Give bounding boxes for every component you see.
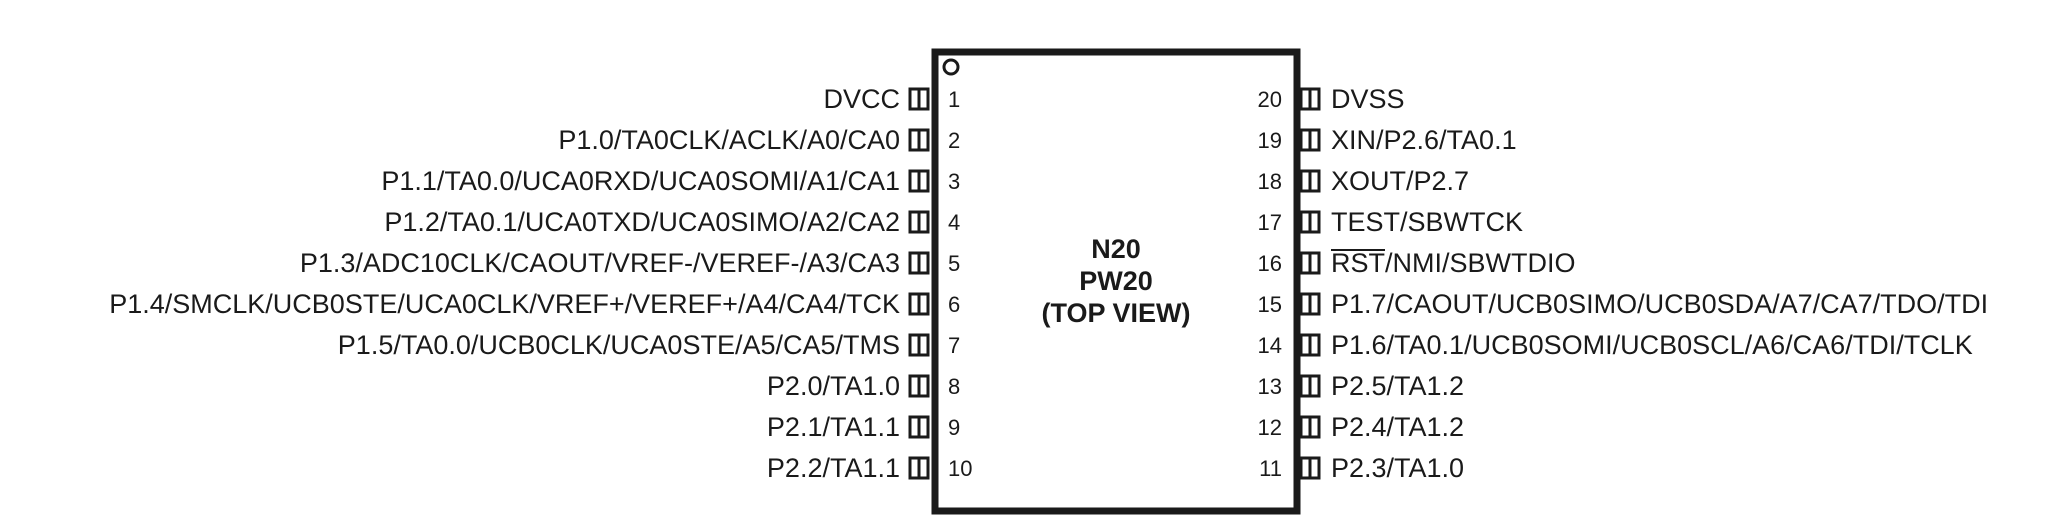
title-line-2: PW20 bbox=[1079, 266, 1153, 296]
pin-name-rest: /NMI/SBWTDIO bbox=[1385, 248, 1576, 278]
pin-number: 3 bbox=[948, 169, 960, 194]
pin-name: P2.1/TA1.1 bbox=[767, 412, 900, 442]
pin-number: 5 bbox=[948, 251, 960, 276]
pin-pad-icon bbox=[908, 415, 930, 439]
package-title: N20 PW20 (TOP VIEW) bbox=[1041, 234, 1190, 328]
pin-name: P2.0/TA1.0 bbox=[767, 371, 900, 401]
pin-row: 13 P2.5/TA1.2 bbox=[1258, 371, 1465, 401]
pin-row: 16 RST/NMI/SBWTDIO bbox=[1258, 248, 1576, 278]
pin-name: P1.4/SMCLK/UCB0STE/UCA0CLK/VREF+/VEREF+/… bbox=[109, 289, 900, 319]
pin-name: P1.7/CAOUT/UCB0SIMO/UCB0SDA/A7/CA7/TDO/T… bbox=[1331, 289, 1988, 319]
pin-row: P2.2/TA1.1 10 bbox=[767, 453, 973, 483]
pin-row: P1.0/TA0CLK/ACLK/A0/CA0 2 bbox=[558, 125, 960, 155]
pin-number: 9 bbox=[948, 415, 960, 440]
right-pin-column: 11 P2.3/TA1.0 12 P2.4/TA1.2 13 P2.5/TA1.2 14 P1… bbox=[1258, 84, 1989, 483]
pin-number: 17 bbox=[1258, 210, 1282, 235]
pin-name: P1.1/TA0.0/UCA0RXD/UCA0SOMI/A1/CA1 bbox=[381, 166, 900, 196]
pin-pad-icon bbox=[1299, 415, 1321, 439]
pin-number: 12 bbox=[1258, 415, 1282, 440]
pin-pad-icon bbox=[1299, 169, 1321, 193]
pin-number: 1 bbox=[948, 87, 960, 112]
pin-pad-icon bbox=[908, 333, 930, 357]
pin-name: P1.5/TA0.0/UCB0CLK/UCA0STE/A5/CA5/TMS bbox=[338, 330, 900, 360]
pin-pad-icon bbox=[1299, 333, 1321, 357]
pin-pad-icon bbox=[908, 87, 930, 111]
pin-pad-icon bbox=[908, 169, 930, 193]
pin-pad-icon bbox=[908, 374, 930, 398]
pin-pad-icon bbox=[1299, 87, 1321, 111]
pin-name: P2.3/TA1.0 bbox=[1331, 453, 1464, 483]
left-pin-column: DVCC 1 P1.0/TA0CLK/ACLK/A0/CA0 2 P1.1/TA0.0/… bbox=[109, 84, 972, 483]
pin-name: XOUT/P2.7 bbox=[1331, 166, 1469, 196]
pin-name: P1.6/TA0.1/UCB0SOMI/UCB0SCL/A6/CA6/TDI/T… bbox=[1331, 330, 1973, 360]
pin-name: P2.2/TA1.1 bbox=[767, 453, 900, 483]
pin-number: 19 bbox=[1258, 128, 1282, 153]
pin-number: 6 bbox=[948, 292, 960, 317]
pin-number: 7 bbox=[948, 333, 960, 358]
pin-row: P1.3/ADC10CLK/CAOUT/VREF-/VEREF-/A3/CA3 5 bbox=[300, 248, 960, 278]
pin-name: TEST/SBWTCK bbox=[1331, 207, 1523, 237]
pin-number: 4 bbox=[948, 210, 960, 235]
pin-row: DVCC 1 bbox=[823, 84, 960, 114]
pin-row: 15 P1.7/CAOUT/UCB0SIMO/UCB0SDA/A7/CA7/TDO… bbox=[1258, 289, 1989, 319]
pin-pad-icon bbox=[908, 292, 930, 316]
pin-number: 15 bbox=[1258, 292, 1282, 317]
pin-row: 19 XIN/P2.6/TA0.1 bbox=[1258, 125, 1517, 155]
pin-row: P1.1/TA0.0/UCA0RXD/UCA0SOMI/A1/CA1 3 bbox=[381, 166, 960, 196]
pin-number: 20 bbox=[1258, 87, 1282, 112]
pin-number: 18 bbox=[1258, 169, 1282, 194]
package-body bbox=[931, 48, 1301, 515]
pin-name: DVSS bbox=[1331, 84, 1405, 114]
pin-row: 17 TEST/SBWTCK bbox=[1258, 207, 1524, 237]
pin-pad-icon bbox=[1299, 128, 1321, 152]
pin-pad-icon bbox=[908, 210, 930, 234]
pin-row: 12 P2.4/TA1.2 bbox=[1258, 412, 1465, 442]
pin-name-overlined: RST bbox=[1331, 248, 1385, 278]
pin-row: P1.4/SMCLK/UCB0STE/UCA0CLK/VREF+/VEREF+/… bbox=[109, 289, 960, 319]
pin-row: 18 XOUT/P2.7 bbox=[1258, 166, 1470, 196]
pin-pad-icon bbox=[908, 251, 930, 275]
pin-number: 8 bbox=[948, 374, 960, 399]
pin-name: P1.3/ADC10CLK/CAOUT/VREF-/VEREF-/A3/CA3 bbox=[300, 248, 900, 278]
pin-name: DVCC bbox=[823, 84, 900, 114]
pin-name: P2.4/TA1.2 bbox=[1331, 412, 1464, 442]
pin-number: 11 bbox=[1259, 456, 1282, 481]
pin-name: P1.2/TA0.1/UCA0TXD/UCA0SIMO/A2/CA2 bbox=[384, 207, 900, 237]
pin-pad-icon bbox=[1299, 374, 1321, 398]
pin-number: 2 bbox=[948, 128, 960, 153]
pin-row: P1.5/TA0.0/UCB0CLK/UCA0STE/A5/CA5/TMS 7 bbox=[338, 330, 960, 360]
pin-name: P1.0/TA0CLK/ACLK/A0/CA0 bbox=[558, 125, 900, 155]
pin1-indicator-icon bbox=[942, 58, 960, 76]
pin-name: P2.5/TA1.2 bbox=[1331, 371, 1464, 401]
pin-pad-icon bbox=[1299, 292, 1321, 316]
pin-number: 13 bbox=[1258, 374, 1282, 399]
pin-name: RST/NMI/SBWTDIO bbox=[1331, 248, 1576, 278]
title-line-1: N20 bbox=[1091, 234, 1141, 264]
pin-row: P1.2/TA0.1/UCA0TXD/UCA0SIMO/A2/CA2 4 bbox=[384, 207, 960, 237]
pin-number: 10 bbox=[948, 456, 972, 481]
pin-name: XIN/P2.6/TA0.1 bbox=[1331, 125, 1517, 155]
title-line-3: (TOP VIEW) bbox=[1041, 298, 1190, 328]
pin-pad-icon bbox=[1299, 456, 1321, 480]
pin-row: 11 P2.3/TA1.0 bbox=[1259, 453, 1464, 483]
pin-row: P2.0/TA1.0 8 bbox=[767, 371, 960, 401]
pin-pad-icon bbox=[908, 128, 930, 152]
pin-pad-icon bbox=[1299, 251, 1321, 275]
pin-pad-icon bbox=[1299, 210, 1321, 234]
pin-row: 20 DVSS bbox=[1258, 84, 1405, 114]
pin-row: P2.1/TA1.1 9 bbox=[767, 412, 960, 442]
pin-number: 14 bbox=[1258, 333, 1282, 358]
pin-row: 14 P1.6/TA0.1/UCB0SOMI/UCB0SCL/A6/CA6/TDI… bbox=[1258, 330, 1973, 360]
pin-pad-icon bbox=[908, 456, 930, 480]
pin-number: 16 bbox=[1258, 251, 1282, 276]
